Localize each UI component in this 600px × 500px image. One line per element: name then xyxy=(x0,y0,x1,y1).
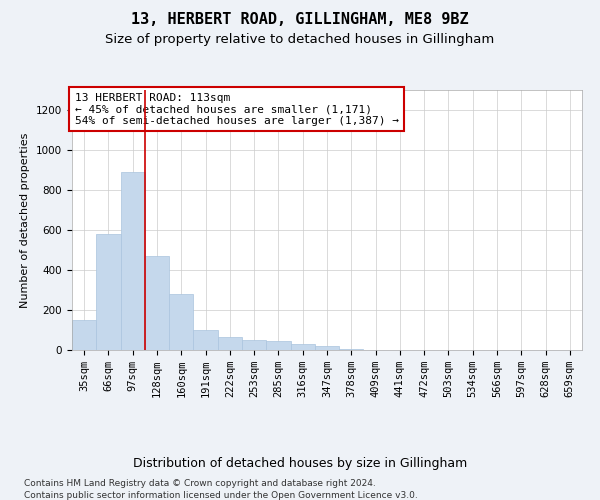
Bar xyxy=(193,330,218,350)
Bar xyxy=(266,341,290,350)
Bar xyxy=(242,340,266,350)
Bar xyxy=(145,256,169,350)
Bar xyxy=(339,349,364,350)
Text: Contains public sector information licensed under the Open Government Licence v3: Contains public sector information licen… xyxy=(24,491,418,500)
Bar xyxy=(290,344,315,350)
Text: Size of property relative to detached houses in Gillingham: Size of property relative to detached ho… xyxy=(106,32,494,46)
Bar xyxy=(315,346,339,350)
Text: Distribution of detached houses by size in Gillingham: Distribution of detached houses by size … xyxy=(133,458,467,470)
Bar xyxy=(169,294,193,350)
Bar xyxy=(72,320,96,350)
Text: 13 HERBERT ROAD: 113sqm
← 45% of detached houses are smaller (1,171)
54% of semi: 13 HERBERT ROAD: 113sqm ← 45% of detache… xyxy=(74,92,398,126)
Text: Contains HM Land Registry data © Crown copyright and database right 2024.: Contains HM Land Registry data © Crown c… xyxy=(24,479,376,488)
Text: 13, HERBERT ROAD, GILLINGHAM, ME8 9BZ: 13, HERBERT ROAD, GILLINGHAM, ME8 9BZ xyxy=(131,12,469,28)
Y-axis label: Number of detached properties: Number of detached properties xyxy=(20,132,31,308)
Bar xyxy=(218,337,242,350)
Bar xyxy=(96,234,121,350)
Bar xyxy=(121,172,145,350)
